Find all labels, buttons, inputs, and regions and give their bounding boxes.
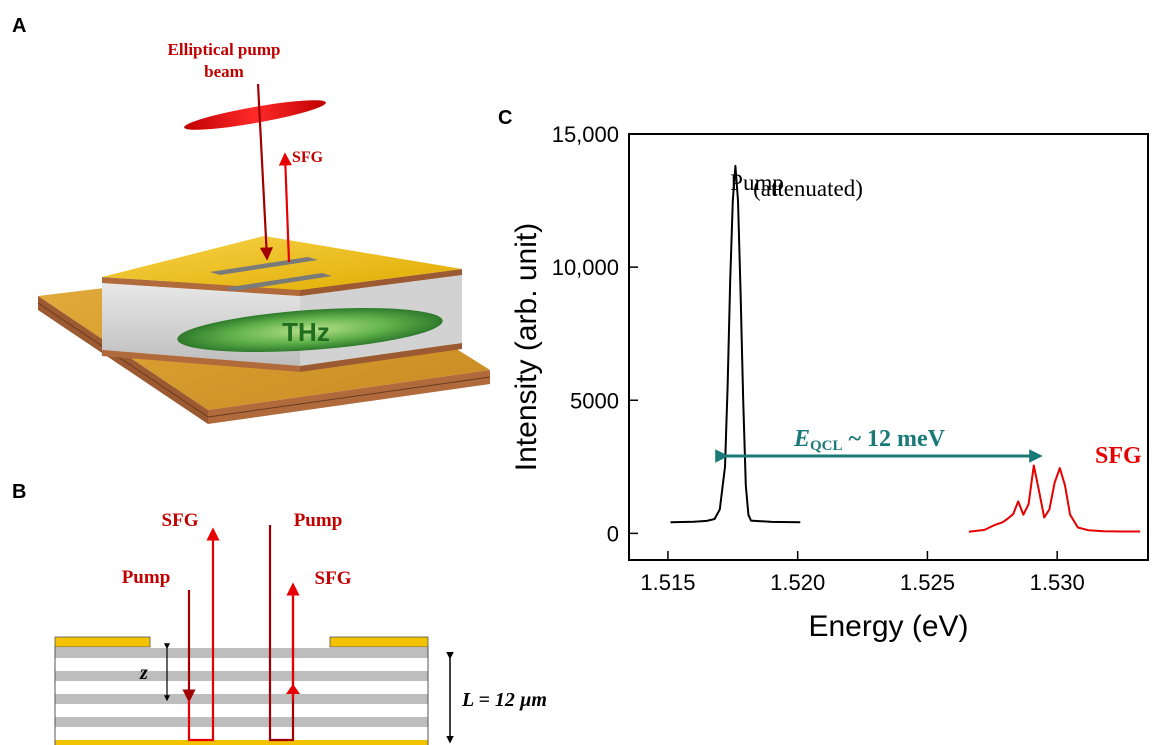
y-axis-label: Intensity (arb. unit) [510, 223, 543, 471]
panel-a: A THz [12, 15, 491, 424]
pump-beam-ellipse [184, 100, 326, 130]
plot-frame [628, 133, 1149, 561]
pump-spectrum-line [670, 164, 801, 524]
eqcl-value: ~ 12 meV [843, 426, 946, 452]
x-tick-label: 1.525 [900, 570, 955, 595]
panel-a-letter: A [12, 15, 26, 37]
sfg-annotation-c: SFG [1095, 443, 1142, 469]
y-tick-label: 10,000 [552, 255, 619, 280]
pump-label-b-right: Pump [294, 510, 343, 531]
sfg-label-b-right: SFG [315, 568, 352, 589]
y-tick-label: 15,000 [552, 122, 619, 147]
x-tick-label: 1.530 [1030, 570, 1085, 595]
x-tick-label: 1.520 [770, 570, 825, 595]
x-tick-label: 1.515 [640, 570, 695, 595]
pump-annotation-line1: Pump [730, 170, 784, 195]
pump-label-b-left: Pump [122, 567, 171, 588]
pump-incident-arrow [256, 83, 274, 261]
sfg-label-a: SFG [292, 149, 324, 166]
y-tick-label: 0 [607, 521, 619, 546]
x-axis-label: Energy (eV) [808, 610, 968, 643]
sfg-up-arrow-left [187, 527, 220, 742]
eqcl-symbol: E [793, 426, 810, 452]
panel-c: C 0 5000 10,000 15,000 1.515 1.520 1.525 1.530… [498, 107, 1149, 643]
thickness-label: L = 12 µm [461, 689, 547, 711]
pump-beam-label-line2: beam [204, 62, 244, 81]
y-tick-label: 5000 [570, 388, 619, 413]
sfg-inner-arrowhead [286, 684, 300, 694]
pump-beam-label-line1: Elliptical pump [168, 40, 281, 59]
pump-annotation-line2: (attenuated) [753, 176, 863, 201]
panel-c-letter: C [498, 107, 512, 129]
sfg-spectrum-line [968, 464, 1141, 533]
eqcl-annotation: EQCL ~ 12 meV [793, 426, 946, 454]
thz-label: THz [282, 317, 330, 347]
panel-b: B z L = 12 µm SFG Pump Pump SFG [12, 481, 547, 745]
z-label: z [139, 662, 148, 684]
spectrum-chart: 0 5000 10,000 15,000 1.515 1.520 1.525 1.530 E… [510, 122, 1149, 643]
eqcl-subscript: QCL [810, 438, 843, 454]
panel-b-letter: B [12, 481, 26, 503]
layer-stack [54, 636, 429, 745]
laser-ridge: THz [102, 236, 462, 372]
sfg-label-b-left: SFG [162, 510, 199, 531]
sfg-emitted-arrow [278, 152, 292, 263]
thz-mode-ellipse [177, 307, 443, 353]
